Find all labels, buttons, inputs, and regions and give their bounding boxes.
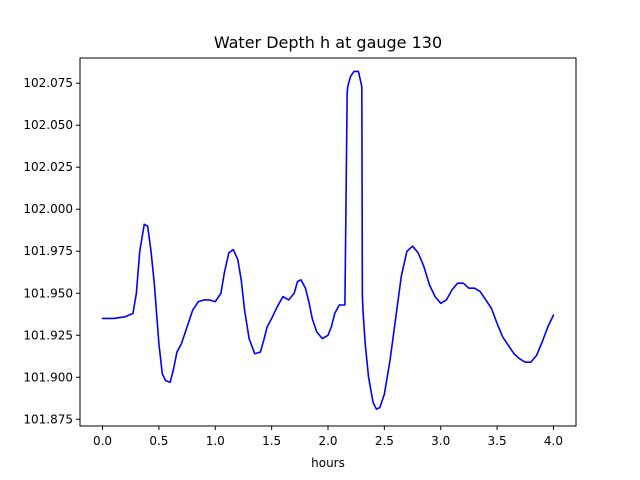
y-tick-label: 101.950 [23, 286, 73, 300]
series-line [101, 70, 555, 411]
y-tick-label: 101.975 [23, 244, 73, 258]
y-tick-label: 101.875 [23, 412, 73, 426]
x-tick-label: 1.0 [206, 434, 225, 448]
plot-frame [79, 57, 577, 427]
x-axis-ticks: 0.0 0.5 1.0 1.5 2.0 2.5 3.0 3.5 4.0 [93, 426, 563, 448]
y-tick-label: 102.000 [23, 202, 73, 216]
x-tick-label: 4.0 [544, 434, 563, 448]
x-tick-label: 3.0 [431, 434, 450, 448]
y-axis-ticks: 101.875 101.900 101.925 101.950 101.975 102.0… [23, 76, 80, 426]
x-axis-label: hours [311, 456, 345, 470]
x-tick-label: 2.0 [318, 434, 337, 448]
y-tick-label: 102.025 [23, 160, 73, 174]
chart-title: Water Depth h at gauge 130 [214, 33, 442, 52]
y-tick-label: 102.075 [23, 76, 73, 90]
x-tick-label: 1.5 [262, 434, 281, 448]
x-tick-label: 0.0 [93, 434, 112, 448]
series-layer [101, 70, 555, 411]
x-tick-label: 2.5 [375, 434, 394, 448]
y-tick-label: 101.925 [23, 328, 73, 342]
y-tick-label: 102.050 [23, 118, 73, 132]
x-tick-label: 3.5 [488, 434, 507, 448]
x-tick-label: 0.5 [149, 434, 168, 448]
y-tick-label: 101.900 [23, 370, 73, 384]
